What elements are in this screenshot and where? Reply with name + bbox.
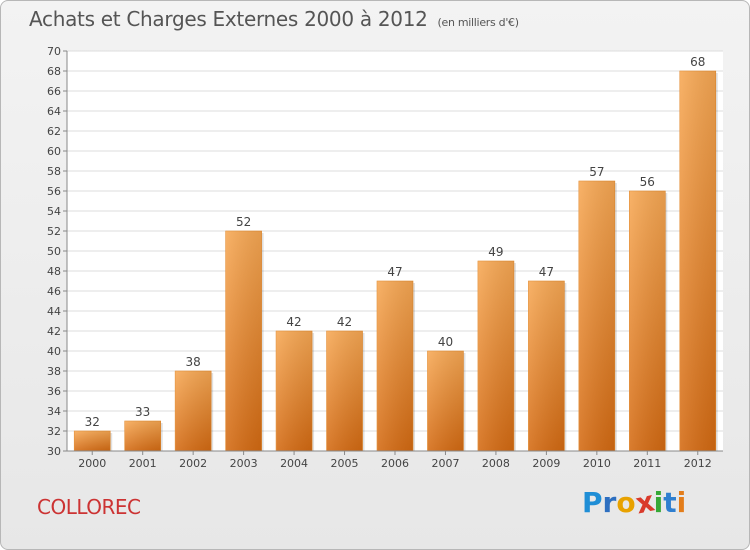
bar-shade xyxy=(629,191,666,451)
y-tick-label: 46 xyxy=(47,285,61,298)
x-tick-label: 2008 xyxy=(482,457,510,470)
chart-unit: (en milliers d'€) xyxy=(437,16,519,29)
bar-value-label: 42 xyxy=(337,315,352,329)
y-tick-label: 32 xyxy=(47,425,61,438)
y-tick-label: 34 xyxy=(47,405,61,418)
bar-shade xyxy=(679,71,716,451)
bars-layer: 32 33 38 52 42 42 47 40 49 47 57 56 68 xyxy=(73,55,718,452)
y-tick-label: 62 xyxy=(47,125,61,138)
x-tick-label: 2001 xyxy=(129,457,157,470)
x-tick-label: 2007 xyxy=(431,457,459,470)
bar-shade xyxy=(477,261,514,451)
x-tick-label: 2000 xyxy=(78,457,106,470)
y-tick-label: 56 xyxy=(47,185,61,198)
bar-shade xyxy=(377,281,413,451)
bar-shade xyxy=(578,181,615,451)
y-tick-label: 54 xyxy=(47,205,61,218)
y-tick-label: 58 xyxy=(47,165,61,178)
x-tick-label: 2009 xyxy=(532,457,560,470)
bar-shade xyxy=(326,331,363,451)
bar-value-label: 38 xyxy=(186,355,201,369)
x-tick-label: 2006 xyxy=(381,457,409,470)
y-tick-label: 42 xyxy=(47,325,61,338)
y-tick-label: 48 xyxy=(47,265,61,278)
y-tick-label: 70 xyxy=(47,45,61,58)
y-tick-label: 44 xyxy=(47,305,61,318)
logo-letter: o xyxy=(616,486,636,519)
x-tick-label: 2002 xyxy=(179,457,207,470)
logo-letter: i xyxy=(676,486,687,519)
x-tick-label: 2005 xyxy=(331,457,359,470)
y-tick-label: 66 xyxy=(47,85,61,98)
proxiti-logo: Proxiti xyxy=(582,484,687,520)
bar-shade xyxy=(276,331,313,451)
x-tick-label: 2004 xyxy=(280,457,308,470)
y-tick-label: 50 xyxy=(47,245,61,258)
bar-value-label: 56 xyxy=(640,175,655,189)
bar-value-label: 57 xyxy=(589,165,604,179)
bar-value-label: 42 xyxy=(286,315,301,329)
bar-shade xyxy=(427,351,464,451)
chart-title-text: Achats et Charges Externes 2000 à 2012 xyxy=(29,7,428,31)
x-tick-label: 2010 xyxy=(583,457,611,470)
y-tick-label: 38 xyxy=(47,365,61,378)
y-tick-label: 36 xyxy=(47,385,61,398)
bar-value-label: 32 xyxy=(85,415,100,429)
bar-shade xyxy=(175,371,212,451)
bar-value-label: 47 xyxy=(387,265,402,279)
bar-value-label: 68 xyxy=(690,55,705,69)
bar-value-label: 40 xyxy=(438,335,453,349)
x-tick-label: 2012 xyxy=(684,457,712,470)
x-tick-label: 2003 xyxy=(230,457,258,470)
y-tick-label: 64 xyxy=(47,105,61,118)
logo-letter: t xyxy=(663,486,677,519)
y-tick-label: 52 xyxy=(47,225,61,238)
bar-shade xyxy=(124,421,161,451)
bar-value-label: 33 xyxy=(135,405,150,419)
y-tick-label: 40 xyxy=(47,345,61,358)
logo-letter: P xyxy=(582,486,603,519)
y-tick-label: 30 xyxy=(47,445,61,458)
y-tick-label: 68 xyxy=(47,65,61,78)
bar-value-label: 52 xyxy=(236,215,251,229)
bar-shade xyxy=(74,431,111,451)
axis-layer: 30 32 34 36 38 40 42 44 46 48 50 52 54 56 58 60 62 64 66 68… xyxy=(47,45,723,470)
chart-title: Achats et Charges Externes 2000 à 2012 (e… xyxy=(29,7,519,31)
bar-shade xyxy=(528,281,565,451)
bar-value-label: 47 xyxy=(539,265,554,279)
y-tick-label: 60 xyxy=(47,145,61,158)
x-tick-label: 2011 xyxy=(633,457,661,470)
bar-value-label: 49 xyxy=(488,245,503,259)
logo-letter: i xyxy=(653,486,664,519)
commune-name: COLLOREC xyxy=(37,495,141,519)
logo-letter: r xyxy=(602,486,617,519)
bar-shade xyxy=(225,231,262,451)
